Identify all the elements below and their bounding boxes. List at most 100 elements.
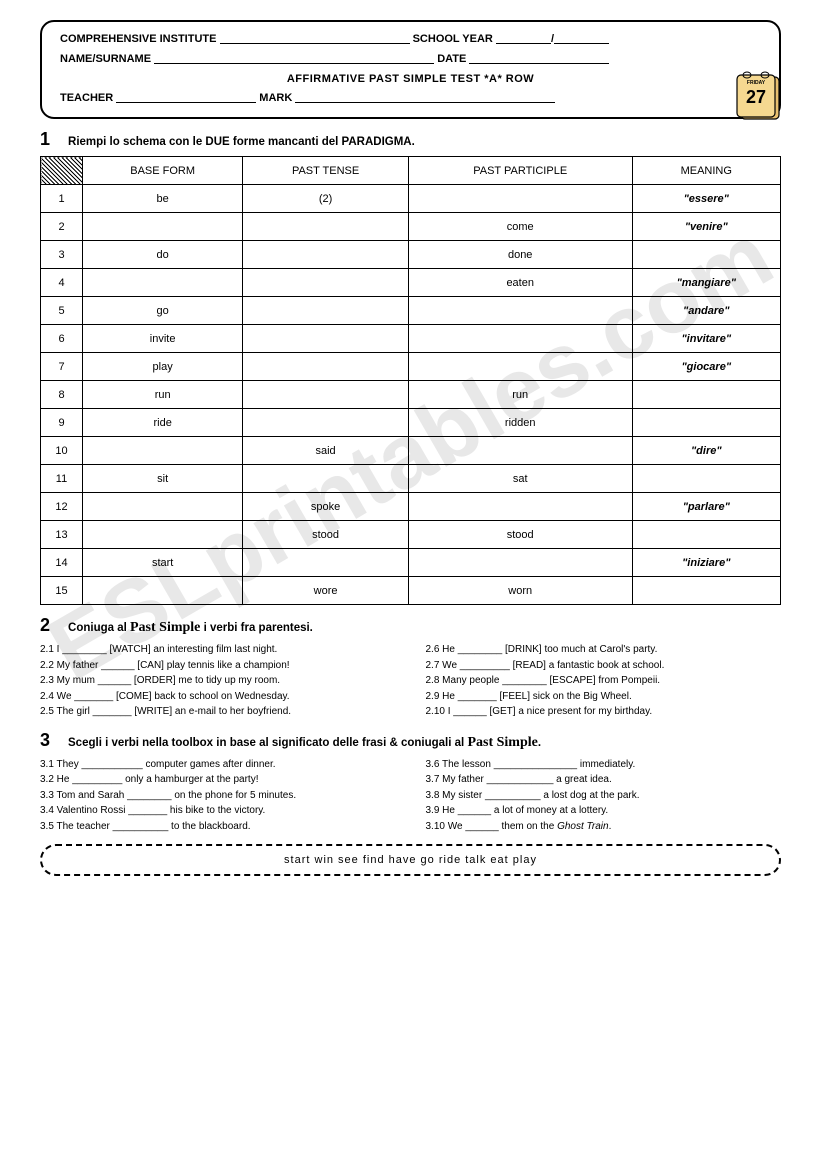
cell-base[interactable]: start xyxy=(83,549,243,577)
cell-past[interactable] xyxy=(243,409,409,437)
cell-past[interactable] xyxy=(243,549,409,577)
cell-past[interactable] xyxy=(243,297,409,325)
cell-base[interactable]: sit xyxy=(83,465,243,493)
exercise-line[interactable]: 2.4 We _______ [COME] back to school on … xyxy=(40,689,396,705)
table-row: 10said"dire" xyxy=(41,437,781,465)
exercise-line[interactable]: 2.7 We _________ [READ] a fantastic book… xyxy=(426,658,782,674)
cell-pp[interactable]: eaten xyxy=(408,269,632,297)
year-from-blank[interactable] xyxy=(496,34,551,44)
exercise-line[interactable]: 3.8 My sister __________ a lost dog at t… xyxy=(426,788,782,804)
table-row: 8runrun xyxy=(41,381,781,409)
cell-pp[interactable]: ridden xyxy=(408,409,632,437)
exercise-line[interactable]: 2.9 He _______ [FEEL] sick on the Big Wh… xyxy=(426,689,782,705)
exercise-line[interactable]: 3.4 Valentino Rossi _______ his bike to … xyxy=(40,803,396,819)
cell-past[interactable] xyxy=(243,325,409,353)
cell-pp[interactable] xyxy=(408,325,632,353)
section3-exercises: 3.1 They ___________ computer games afte… xyxy=(40,757,781,835)
cell-past[interactable] xyxy=(243,241,409,269)
cell-past[interactable]: (2) xyxy=(243,185,409,213)
cell-pp[interactable]: worn xyxy=(408,577,632,605)
row-number: 8 xyxy=(41,381,83,409)
table-row: 3do done xyxy=(41,241,781,269)
cell-past[interactable]: stood xyxy=(243,521,409,549)
cell-past[interactable] xyxy=(243,213,409,241)
date-blank[interactable] xyxy=(469,54,609,64)
cell-pp[interactable]: run xyxy=(408,381,632,409)
exercise-line[interactable]: 3.10 We ______ them on the Ghost Train. xyxy=(426,819,782,835)
cell-meaning: "venire" xyxy=(632,213,780,241)
cell-base[interactable] xyxy=(83,437,243,465)
mark-blank[interactable] xyxy=(295,93,555,103)
row-number: 3 xyxy=(41,241,83,269)
table-row: 13stoodstood xyxy=(41,521,781,549)
cell-meaning xyxy=(632,577,780,605)
section3-instruction: Scegli i verbi nella toolbox in base al … xyxy=(68,735,541,751)
cell-base[interactable]: be xyxy=(83,185,243,213)
cell-base[interactable]: invite xyxy=(83,325,243,353)
exercise-line[interactable]: 2.10 I ______ [GET] a nice present for m… xyxy=(426,704,782,720)
cell-base[interactable] xyxy=(83,213,243,241)
cell-past[interactable] xyxy=(243,269,409,297)
exercise-line[interactable]: 2.3 My mum ______ [ORDER] me to tidy up … xyxy=(40,673,396,689)
cell-meaning: "andare" xyxy=(632,297,780,325)
cell-base[interactable] xyxy=(83,493,243,521)
cell-past[interactable]: said xyxy=(243,437,409,465)
exercise-line[interactable]: 2.5 The girl _______ [WRITE] an e-mail t… xyxy=(40,704,396,720)
cell-pp[interactable] xyxy=(408,493,632,521)
cell-base[interactable] xyxy=(83,521,243,549)
cell-past[interactable] xyxy=(243,465,409,493)
paradigm-table: BASE FORM PAST TENSE PAST PARTICIPLE MEA… xyxy=(40,156,781,605)
section1-instruction: Riempi lo schema con le DUE forme mancan… xyxy=(68,136,415,148)
exercise-line[interactable]: 2.2 My father ______ [CAN] play tennis l… xyxy=(40,658,396,674)
cell-past[interactable]: spoke xyxy=(243,493,409,521)
cell-pp[interactable] xyxy=(408,437,632,465)
cell-meaning: "essere" xyxy=(632,185,780,213)
name-blank[interactable] xyxy=(154,54,434,64)
exercise-line[interactable]: 2.1 I ________ [WATCH] an interesting fi… xyxy=(40,642,396,658)
cell-meaning: "invitare" xyxy=(632,325,780,353)
cell-base[interactable]: run xyxy=(83,381,243,409)
cell-base[interactable] xyxy=(83,269,243,297)
exercise-line[interactable]: 3.6 The lesson _______________ immediate… xyxy=(426,757,782,773)
row-number: 15 xyxy=(41,577,83,605)
cell-base[interactable] xyxy=(83,577,243,605)
exercise-line[interactable]: 3.7 My father ____________ a great idea. xyxy=(426,772,782,788)
cell-past[interactable] xyxy=(243,381,409,409)
row-number: 11 xyxy=(41,465,83,493)
cell-pp[interactable]: done xyxy=(408,241,632,269)
exercise-line[interactable]: 3.2 He _________ only a hamburger at the… xyxy=(40,772,396,788)
exercise-line[interactable]: 3.1 They ___________ computer games afte… xyxy=(40,757,396,773)
cell-pp[interactable] xyxy=(408,297,632,325)
col-pp: PAST PARTICIPLE xyxy=(408,157,632,185)
cell-pp[interactable] xyxy=(408,185,632,213)
cell-pp[interactable]: sat xyxy=(408,465,632,493)
exercise-line[interactable]: 3.3 Tom and Sarah ________ on the phone … xyxy=(40,788,396,804)
year-to-blank[interactable] xyxy=(554,34,609,44)
section3-head: 3 Scegli i verbi nella toolbox in base a… xyxy=(40,730,781,751)
cell-pp[interactable]: stood xyxy=(408,521,632,549)
cell-base[interactable]: ride xyxy=(83,409,243,437)
cell-meaning xyxy=(632,241,780,269)
exercise-line[interactable]: 2.6 He ________ [DRINK] too much at Caro… xyxy=(426,642,782,658)
cell-meaning: "mangiare" xyxy=(632,269,780,297)
cell-past[interactable] xyxy=(243,353,409,381)
cell-pp[interactable] xyxy=(408,549,632,577)
section3-number: 3 xyxy=(40,730,50,751)
cell-base[interactable]: do xyxy=(83,241,243,269)
cell-meaning: "dire" xyxy=(632,437,780,465)
cell-past[interactable]: wore xyxy=(243,577,409,605)
institute-blank[interactable] xyxy=(220,34,410,44)
exercise-line[interactable]: 2.8 Many people ________ [ESCAPE] from P… xyxy=(426,673,782,689)
exercise-line[interactable]: 3.5 The teacher __________ to the blackb… xyxy=(40,819,396,835)
cell-meaning xyxy=(632,381,780,409)
cell-pp[interactable]: come xyxy=(408,213,632,241)
teacher-blank[interactable] xyxy=(116,93,256,103)
cell-pp[interactable] xyxy=(408,353,632,381)
cell-base[interactable]: play xyxy=(83,353,243,381)
cell-base[interactable]: go xyxy=(83,297,243,325)
exercise-line[interactable]: 3.9 He ______ a lot of money at a lotter… xyxy=(426,803,782,819)
school-year-label: SCHOOL YEAR xyxy=(413,33,493,45)
col-meaning: MEANING xyxy=(632,157,780,185)
section2-head: 2 Coniuga al Past Simple i verbi fra par… xyxy=(40,615,781,636)
toolbox: start win see find have go ride talk eat… xyxy=(40,844,781,876)
